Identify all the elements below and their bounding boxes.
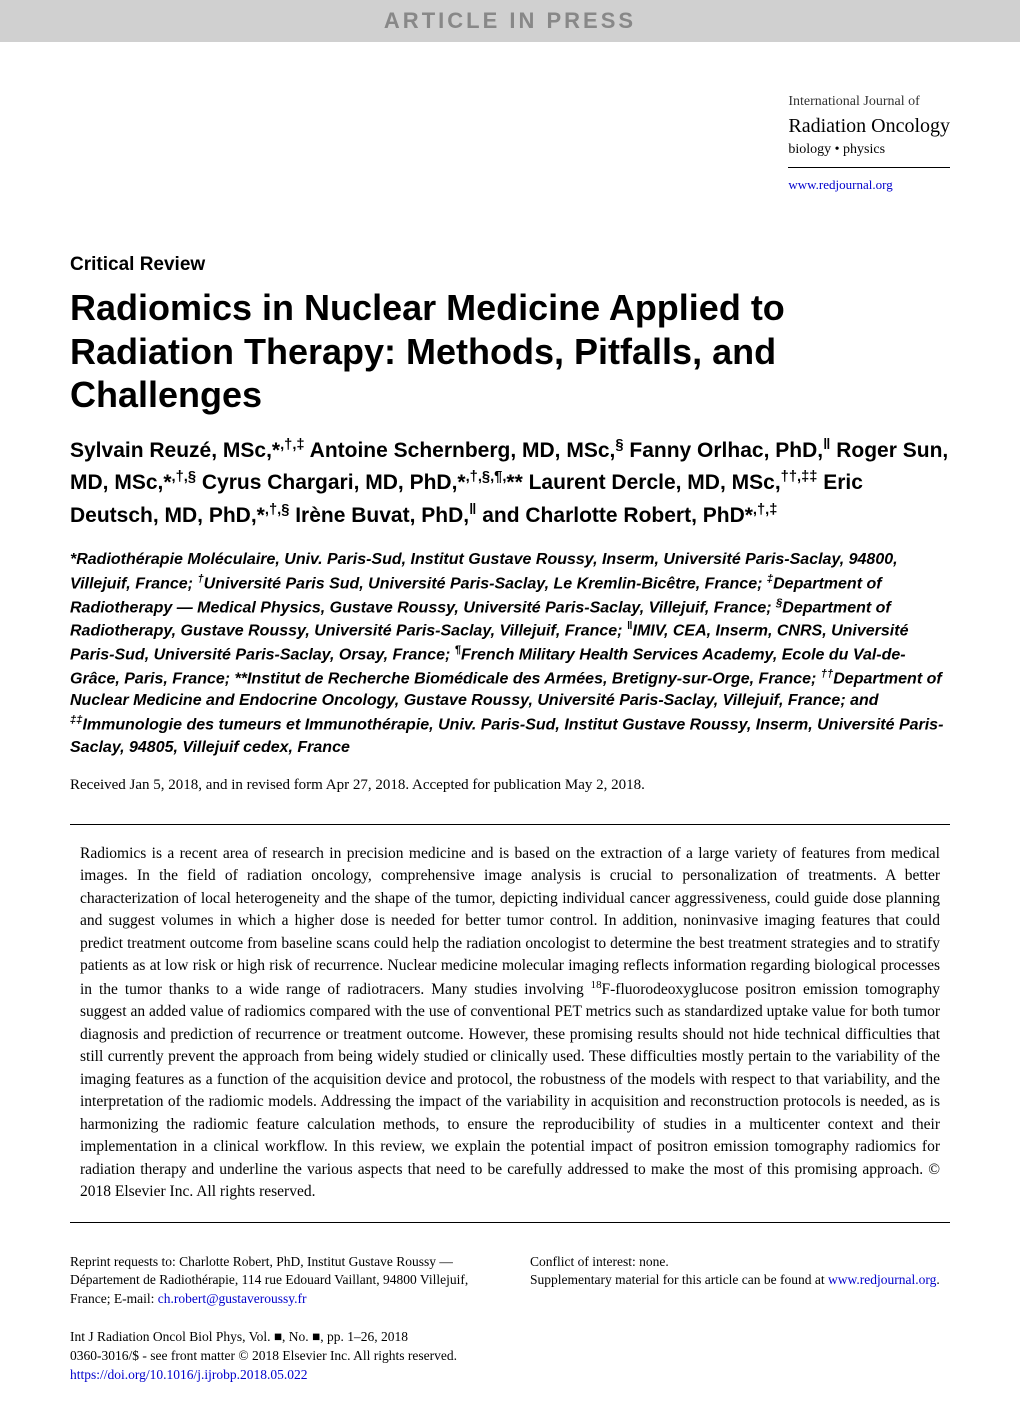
article-received: Received Jan 5, 2018, and in revised for… (70, 777, 950, 794)
footer-left: Reprint requests to: Charlotte Robert, P… (70, 1253, 490, 1385)
article-affiliations: *Radiothérapie Moléculaire, Univ. Paris-… (70, 549, 950, 758)
supplementary-url[interactable]: www.redjournal.org (828, 1272, 936, 1287)
journal-line1: International Journal of (788, 92, 950, 112)
article-abstract: Radiomics is a recent area of research i… (70, 824, 950, 1223)
citation: Int J Radiation Oncol Biol Phys, Vol. ■,… (70, 1328, 490, 1347)
supplementary-text: Supplementary material for this article … (530, 1272, 828, 1287)
page-footer: Reprint requests to: Charlotte Robert, P… (70, 1253, 950, 1385)
article-title: Radiomics in Nuclear Medicine Applied to… (70, 286, 950, 416)
article-in-press-banner: ARTICLE IN PRESS (0, 0, 1020, 42)
masthead-divider (788, 167, 950, 168)
journal-line2: Radiation Oncology (788, 112, 950, 140)
journal-line3: biology • physics (788, 140, 950, 160)
copyright: 0360-3016/$ - see front matter © 2018 El… (70, 1347, 490, 1366)
footer-right: Conflict of interest: none. Supplementar… (530, 1253, 950, 1385)
conflict: Conflict of interest: none. (530, 1253, 950, 1272)
reprint-email[interactable]: ch.robert@gustaveroussy.fr (158, 1291, 307, 1306)
article-section: Critical Review (70, 254, 950, 276)
journal-url[interactable]: www.redjournal.org (788, 176, 950, 194)
article-authors: Sylvain Reuzé, MSc,*,†,‡ Antoine Schernb… (70, 434, 950, 532)
journal-masthead: International Journal of Radiation Oncol… (788, 92, 950, 194)
doi-link[interactable]: https://doi.org/10.1016/j.ijrobp.2018.05… (70, 1366, 490, 1385)
